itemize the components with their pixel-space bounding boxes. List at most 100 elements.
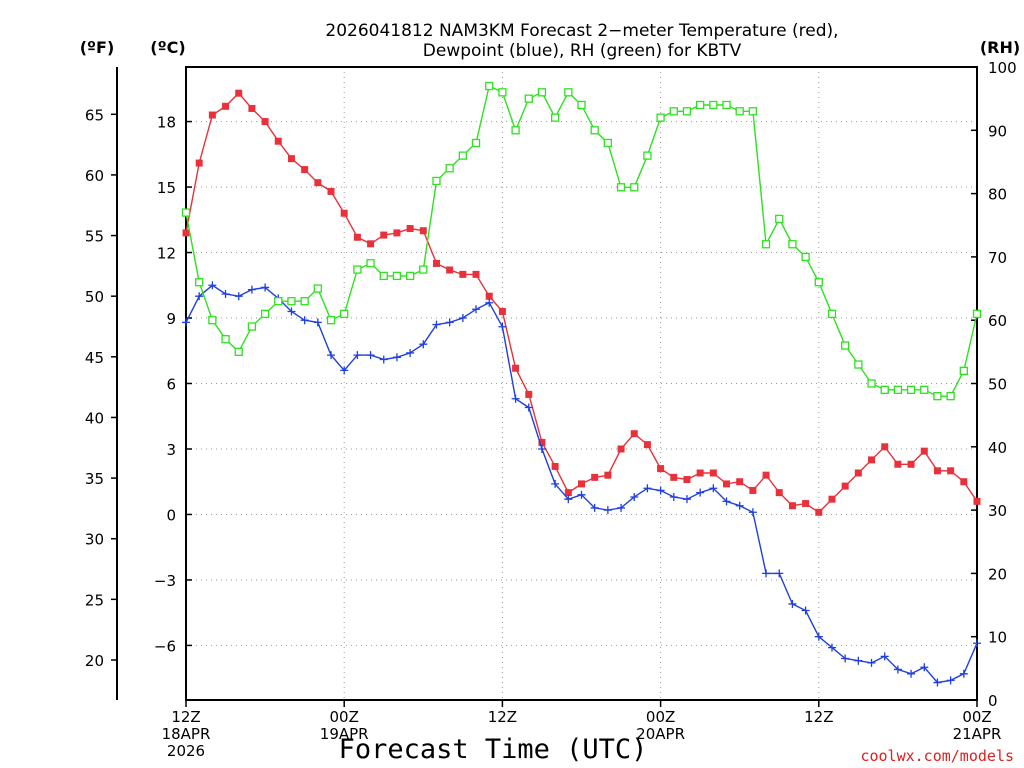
f-tick-label-6: 50 xyxy=(85,288,104,306)
point-rh-19 xyxy=(432,176,441,186)
point-rh-32 xyxy=(603,138,613,148)
point-rh-11 xyxy=(326,316,336,325)
point-rh-37 xyxy=(669,107,678,116)
point-rh-50 xyxy=(841,341,850,350)
point-dewpoint-49 xyxy=(827,643,836,652)
point-dewpoint-31 xyxy=(590,503,599,512)
point-temperature-18 xyxy=(419,227,427,235)
point-dewpoint-15 xyxy=(379,355,388,364)
point-temperature-37 xyxy=(670,473,678,481)
point-temperature-33 xyxy=(617,445,625,453)
point-temperature-47 xyxy=(802,500,810,508)
point-temperature-6 xyxy=(261,118,269,126)
series-markers-temperature xyxy=(182,89,981,516)
point-dewpoint-47 xyxy=(801,606,810,615)
point-temperature-2 xyxy=(208,111,216,119)
rh-tick-label-7: 70 xyxy=(988,249,1007,267)
point-rh-47 xyxy=(801,252,810,262)
point-rh-54 xyxy=(893,385,903,394)
point-dewpoint-33 xyxy=(617,503,626,512)
rh-tick-label-5: 50 xyxy=(988,376,1007,394)
point-temperature-3 xyxy=(222,102,230,110)
point-dewpoint-52 xyxy=(867,658,876,667)
point-rh-45 xyxy=(775,214,784,224)
point-rh-15 xyxy=(379,271,388,281)
point-dewpoint-40 xyxy=(709,484,718,493)
point-rh-57 xyxy=(933,392,942,401)
point-temperature-21 xyxy=(459,270,467,278)
point-temperature-46 xyxy=(788,502,796,510)
point-temperature-30 xyxy=(578,480,585,488)
point-temperature-15 xyxy=(380,231,388,239)
point-dewpoint-24 xyxy=(498,322,507,331)
point-temperature-40 xyxy=(709,469,717,477)
point-temperature-56 xyxy=(920,447,928,455)
point-rh-40 xyxy=(709,100,718,110)
x-tick-label-3-0: 00Z xyxy=(646,708,675,726)
point-temperature-8 xyxy=(287,155,295,163)
point-rh-48 xyxy=(814,278,823,287)
rh-tick-label-4: 40 xyxy=(988,439,1007,457)
point-temperature-58 xyxy=(947,467,955,475)
point-temperature-52 xyxy=(868,456,876,464)
point-rh-31 xyxy=(590,126,599,135)
chart-title-line2: Dewpoint (blue), RH (green) for KBTV xyxy=(423,41,742,61)
point-dewpoint-60 xyxy=(973,639,981,648)
point-temperature-0 xyxy=(182,229,190,237)
point-temperature-27 xyxy=(538,438,546,446)
point-rh-43 xyxy=(748,107,758,116)
point-temperature-25 xyxy=(512,364,520,372)
point-rh-23 xyxy=(485,81,494,91)
point-rh-22 xyxy=(471,138,481,148)
point-rh-35 xyxy=(643,151,652,160)
f-tick-label-7: 55 xyxy=(85,228,104,246)
point-rh-5 xyxy=(247,322,257,331)
x-tick-label-0-1: 18APR xyxy=(162,725,211,743)
point-temperature-60 xyxy=(973,497,981,505)
point-dewpoint-12 xyxy=(340,366,349,375)
point-dewpoint-39 xyxy=(696,488,705,497)
f-tick-label-1: 25 xyxy=(85,591,104,609)
point-temperature-28 xyxy=(551,462,559,470)
point-rh-56 xyxy=(920,385,929,394)
point-rh-2 xyxy=(208,316,217,325)
point-dewpoint-26 xyxy=(524,403,533,412)
c-tick-label-8: 18 xyxy=(157,114,176,132)
point-temperature-5 xyxy=(248,104,256,112)
f-tick-label-8: 60 xyxy=(85,167,104,185)
point-rh-55 xyxy=(906,385,916,394)
point-dewpoint-51 xyxy=(854,656,863,665)
point-rh-44 xyxy=(761,240,771,249)
point-rh-39 xyxy=(696,100,705,110)
point-temperature-4 xyxy=(235,89,243,97)
point-dewpoint-34 xyxy=(630,493,639,502)
point-dewpoint-18 xyxy=(419,340,428,349)
point-dewpoint-21 xyxy=(458,314,467,323)
point-dewpoint-29 xyxy=(564,495,573,504)
point-rh-10 xyxy=(313,284,322,293)
series-line-rh xyxy=(185,84,978,397)
point-temperature-9 xyxy=(301,166,309,174)
x-tick-label-1-0: 00Z xyxy=(330,708,359,726)
point-dewpoint-38 xyxy=(682,495,691,504)
point-rh-46 xyxy=(788,240,797,249)
point-dewpoint-46 xyxy=(788,599,797,608)
point-rh-49 xyxy=(827,309,837,319)
point-rh-42 xyxy=(735,107,744,116)
point-dewpoint-55 xyxy=(907,669,916,678)
point-dewpoint-45 xyxy=(775,569,784,578)
point-temperature-32 xyxy=(604,471,612,479)
f-tick-label-9: 65 xyxy=(85,106,104,124)
point-rh-12 xyxy=(340,309,349,319)
point-rh-13 xyxy=(353,265,362,274)
point-temperature-59 xyxy=(960,478,968,486)
point-dewpoint-27 xyxy=(537,444,546,453)
f-tick-label-5: 45 xyxy=(85,349,104,367)
x-tick-label-5-1: 21APR xyxy=(953,725,1002,743)
point-temperature-1 xyxy=(195,159,203,167)
point-dewpoint-23 xyxy=(485,298,494,307)
point-rh-16 xyxy=(392,271,402,281)
rh-tick-label-6: 60 xyxy=(988,312,1007,330)
point-dewpoint-17 xyxy=(406,348,415,357)
point-dewpoint-13 xyxy=(353,351,362,360)
